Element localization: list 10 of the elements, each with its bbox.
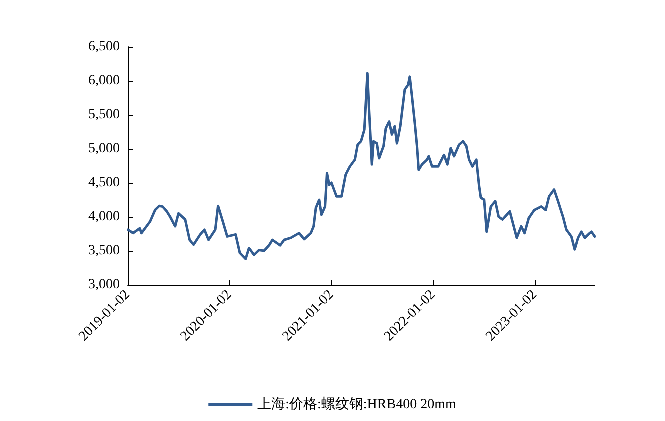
y-tick-label: 3,000 (88, 278, 120, 292)
y-tick-label: 5,000 (88, 142, 120, 156)
line-series (127, 72, 596, 260)
y-tick-label: 5,500 (88, 108, 120, 122)
y-tick-label: 6,500 (88, 40, 120, 54)
y-tick-label: 4,000 (88, 210, 120, 224)
y-tick-label: 4,500 (88, 176, 120, 190)
y-tick-label: 3,500 (88, 244, 120, 258)
legend-label: 上海:价格:螺纹钢:HRB400 20mm (258, 396, 456, 412)
y-tick-label: 6,000 (88, 74, 120, 88)
